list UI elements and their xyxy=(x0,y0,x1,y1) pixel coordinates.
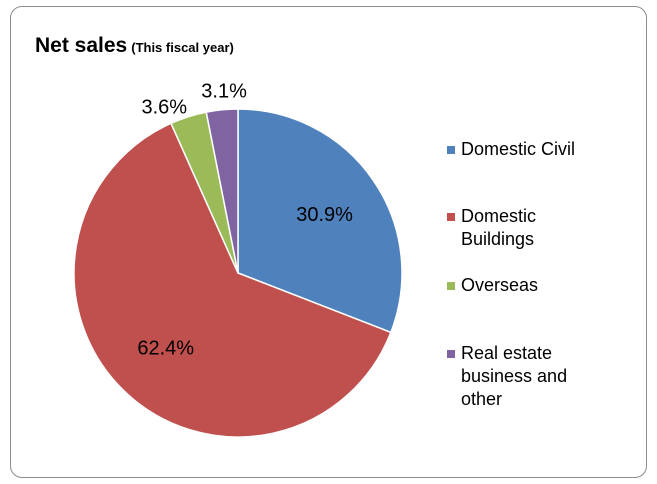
legend-item-real-estate: Real estate business and other xyxy=(447,342,581,411)
legend-item-domestic-buildings: Domestic Buildings xyxy=(447,205,581,251)
legend-label: Domestic Buildings xyxy=(461,206,537,249)
legend-swatch xyxy=(447,282,455,290)
chart-title-main: Net sales xyxy=(35,34,128,57)
pie-data-label: 30.9% xyxy=(296,204,353,226)
legend-item-domestic-civil: Domestic Civil xyxy=(447,138,581,161)
legend-swatch xyxy=(447,350,455,358)
legend-label: Domestic Civil xyxy=(461,139,576,159)
chart-title-subtitle: (This fiscal year) xyxy=(131,40,234,55)
pie-data-labels: 30.9% 62.4% 3.6% 3.1% xyxy=(137,80,353,359)
chart-title: Net sales (This fiscal year) xyxy=(35,34,234,58)
pie-slice-domestic-buildings xyxy=(73,122,392,438)
legend-swatch xyxy=(447,213,455,221)
legend-swatch xyxy=(447,146,455,154)
legend-label: Overseas xyxy=(461,275,539,295)
legend-label: Real estate business and other xyxy=(461,343,568,409)
pie-slices xyxy=(73,108,403,438)
pie-data-label: 3.1% xyxy=(201,80,247,102)
legend-item-overseas: Overseas xyxy=(447,274,581,297)
pie-data-label: 62.4% xyxy=(137,337,194,359)
pie-slice-real-estate-business-and-other xyxy=(205,108,239,274)
pie-data-label: 3.6% xyxy=(142,96,188,118)
pie-slice-domestic-civil xyxy=(237,108,403,334)
